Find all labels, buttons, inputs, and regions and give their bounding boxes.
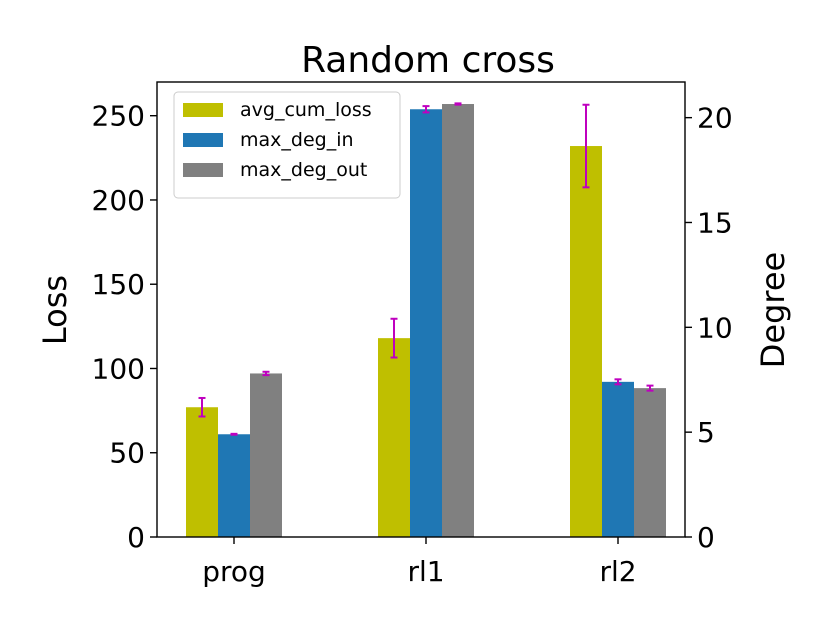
y-left-tick-label: 200 bbox=[92, 184, 145, 217]
bars-layer bbox=[186, 104, 666, 538]
y-right-tick-label: 10 bbox=[697, 311, 733, 344]
bar-max_deg_in-rl2 bbox=[602, 381, 634, 537]
errorbar-max_deg_in-rl2 bbox=[614, 378, 622, 386]
y-right-tick-label: 20 bbox=[697, 102, 733, 135]
errorbars-layer bbox=[198, 102, 654, 436]
x-tick-label-prog: prog bbox=[202, 555, 266, 588]
plot-frame bbox=[156, 81, 686, 538]
y-right-tick-label: 0 bbox=[697, 521, 715, 554]
y-axis-label-right: Degree bbox=[754, 252, 792, 368]
x-tick-label-rl2: rl2 bbox=[599, 555, 636, 588]
legend-label-max_deg_in: max_deg_in bbox=[240, 129, 354, 151]
errorbar-max_deg_in-rl1 bbox=[422, 105, 430, 114]
errorbar-avg_cum_loss-prog bbox=[198, 396, 206, 418]
legend-frame bbox=[173, 91, 401, 199]
bar-avg_cum_loss-rl1 bbox=[378, 338, 410, 537]
errorbar-max_deg_out-rl1 bbox=[454, 102, 462, 106]
bar-max_deg_out-prog bbox=[250, 373, 282, 537]
errorbar-max_deg_out-rl2 bbox=[646, 384, 654, 392]
legend-label-max_deg_out: max_deg_out bbox=[240, 159, 367, 181]
legend: avg_cum_loss max_deg_in max_deg_out bbox=[173, 91, 401, 199]
y-right-tick-label: 5 bbox=[697, 416, 715, 449]
y-left-tick-label: 50 bbox=[109, 437, 145, 470]
bar-avg_cum_loss-prog bbox=[186, 407, 218, 537]
bar-max_deg_out-rl1 bbox=[442, 104, 474, 538]
bar-max_deg_in-prog bbox=[218, 434, 250, 537]
legend-swatch-max_deg_out bbox=[183, 163, 223, 177]
y-left-tick-label: 250 bbox=[92, 100, 145, 133]
bar-max_deg_out-rl2 bbox=[634, 388, 666, 537]
errorbar-max_deg_out-prog bbox=[262, 370, 270, 377]
legend-swatch-max_deg_in bbox=[183, 133, 223, 147]
y-axis-label-left: Loss bbox=[36, 275, 74, 345]
y-left-tick-label: 0 bbox=[127, 521, 145, 554]
y-left-tick-label: 150 bbox=[92, 268, 145, 301]
ticks-layer: 0 50 100 150 200 250 0 5 10 15 20 prog rl1 rl2 bbox=[92, 100, 733, 588]
y-left-tick-label: 100 bbox=[92, 352, 145, 385]
errorbar-avg_cum_loss-rl1 bbox=[390, 317, 398, 359]
bar-max_deg_in-rl1 bbox=[410, 109, 442, 538]
x-tick-label-rl1: rl1 bbox=[407, 555, 444, 588]
y-right-tick-label: 15 bbox=[697, 206, 733, 239]
bar-avg_cum_loss-rl2 bbox=[570, 146, 602, 537]
errorbar-max_deg_in-prog bbox=[230, 432, 238, 436]
legend-swatch-avg_cum_loss bbox=[183, 103, 223, 117]
chart-title: Random cross bbox=[301, 40, 555, 81]
errorbar-avg_cum_loss-rl2 bbox=[582, 103, 590, 189]
legend-label-avg_cum_loss: avg_cum_loss bbox=[240, 99, 372, 121]
